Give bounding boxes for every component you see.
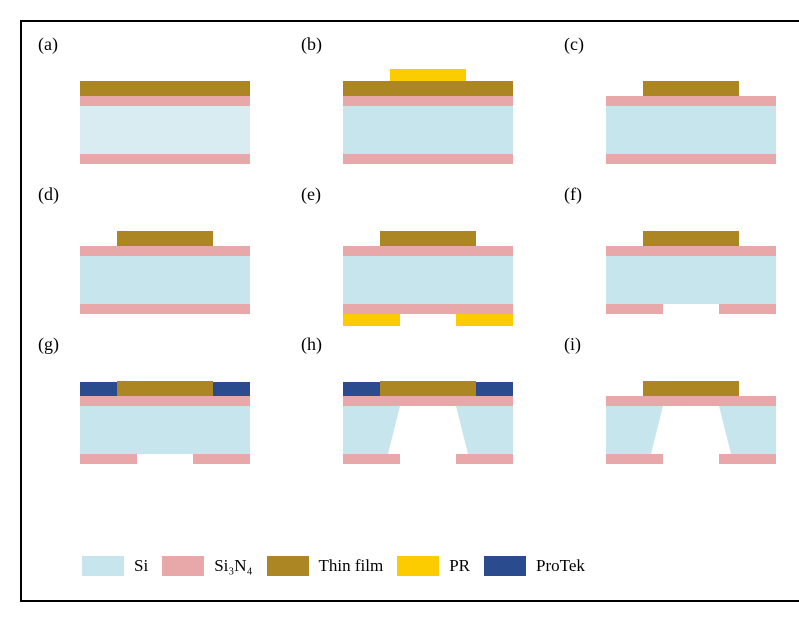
cell-h: (h) [297, 330, 547, 470]
legend-label: PR [449, 556, 470, 576]
swatch-protek [484, 556, 526, 576]
legend-label: ProTek [536, 556, 585, 576]
stack-h [343, 368, 513, 458]
panel-label: (d) [38, 184, 59, 205]
panel-label: (i) [564, 334, 581, 355]
legend-item-thinfilm: Thin film [267, 556, 384, 576]
cell-d: (d) [34, 180, 284, 320]
cell-f: (f) [560, 180, 799, 320]
cell-a: (a) [34, 30, 284, 170]
cell-b: (b) [297, 30, 547, 170]
legend-item-pr: PR [397, 556, 470, 576]
cell-c: (c) [560, 30, 799, 170]
panel-label: (b) [301, 34, 322, 55]
legend-item-protek: ProTek [484, 556, 585, 576]
stack-d [80, 218, 250, 308]
panel-label: (a) [38, 34, 58, 55]
panel-label: (h) [301, 334, 322, 355]
panel-label: (e) [301, 184, 321, 205]
stack-g [80, 368, 250, 458]
legend-label: Si [134, 556, 148, 576]
legend-item-si: Si [82, 556, 148, 576]
panel-label: (c) [564, 34, 584, 55]
legend-label: Si₃N₄ [214, 556, 252, 576]
stack-e [343, 218, 513, 308]
stack-f [606, 218, 776, 308]
cell-i: (i) [560, 330, 799, 470]
panel-label: (f) [564, 184, 582, 205]
panel-label: (g) [38, 334, 59, 355]
swatch-thinfilm [267, 556, 309, 576]
stack-i [606, 368, 776, 458]
swatch-si [82, 556, 124, 576]
legend-item-si3n4: Si₃N₄ [162, 556, 252, 576]
stack-a [80, 68, 250, 158]
swatch-pr [397, 556, 439, 576]
legend-label: Thin film [319, 556, 384, 576]
stack-c [606, 68, 776, 158]
legend: Si Si₃N₄ Thin film PR ProTek [82, 556, 585, 576]
cell-g: (g) [34, 330, 284, 470]
process-flow-figure: (a) (b) (c) (d) (e) (f) (g) (h) (i) Si [20, 20, 799, 602]
cell-e: (e) [297, 180, 547, 320]
swatch-si3n4 [162, 556, 204, 576]
stack-b [343, 68, 513, 158]
